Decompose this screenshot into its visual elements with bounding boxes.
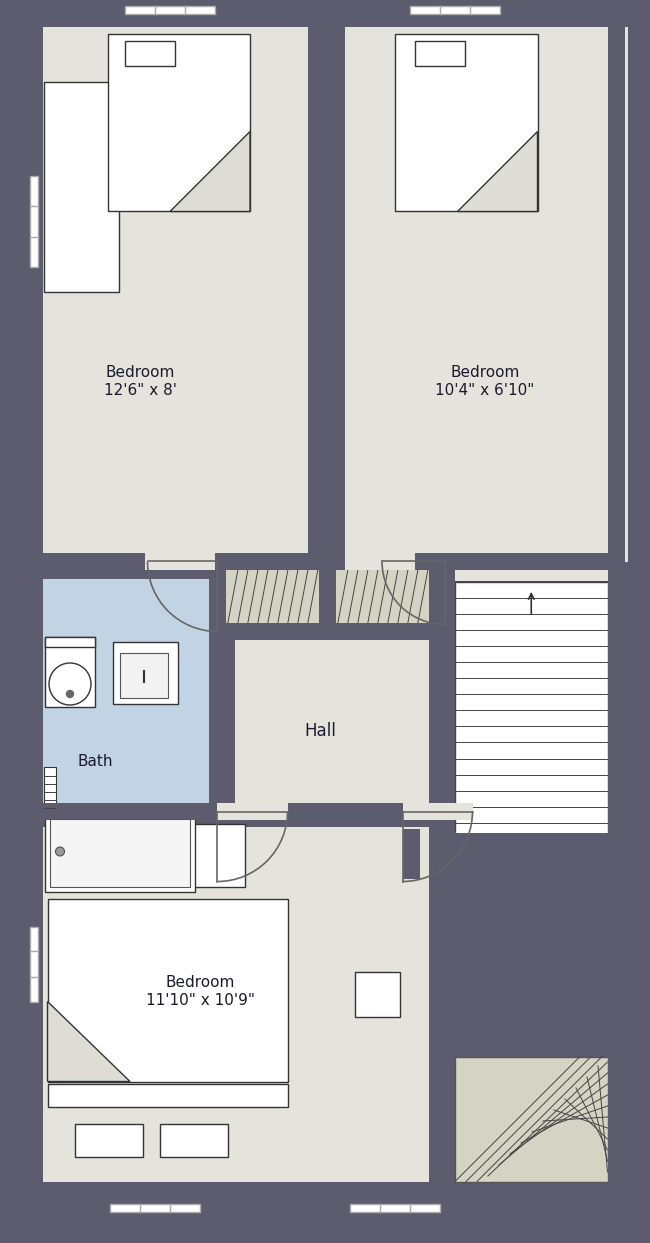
Bar <box>50 819 190 886</box>
Bar <box>235 579 432 812</box>
Bar <box>455 1057 608 1182</box>
Bar <box>42 26 307 562</box>
Bar <box>410 1 500 20</box>
Bar <box>110 1198 200 1217</box>
Bar <box>110 1203 200 1212</box>
Bar <box>31 926 38 1002</box>
Bar <box>120 653 168 697</box>
Bar <box>318 562 336 631</box>
Bar <box>608 1 625 1217</box>
Circle shape <box>55 846 64 856</box>
Text: Bedroom
10'4" x 6'10": Bedroom 10'4" x 6'10" <box>436 365 535 398</box>
Bar <box>25 926 44 1002</box>
Bar <box>125 1 215 20</box>
Bar <box>218 623 328 640</box>
Polygon shape <box>170 132 250 211</box>
Bar <box>355 972 400 1017</box>
Bar <box>415 41 465 66</box>
Bar <box>402 829 420 879</box>
Bar <box>47 899 287 1081</box>
Text: Bath: Bath <box>77 755 112 769</box>
Bar <box>209 562 226 812</box>
Bar <box>25 1 42 1217</box>
Bar <box>25 177 44 266</box>
Bar <box>455 562 625 842</box>
Bar <box>45 636 95 706</box>
Bar <box>42 803 437 820</box>
Bar <box>219 563 326 630</box>
Bar <box>44 767 57 809</box>
Bar <box>42 579 218 812</box>
Bar <box>429 562 447 1182</box>
Bar <box>75 1124 142 1156</box>
Bar <box>160 1124 228 1156</box>
Bar <box>42 827 440 1182</box>
Bar <box>47 1084 287 1106</box>
Polygon shape <box>458 132 538 211</box>
Bar <box>45 814 195 891</box>
Bar <box>65 824 245 886</box>
Bar <box>345 553 415 571</box>
Bar <box>112 641 177 704</box>
Circle shape <box>66 691 73 697</box>
Polygon shape <box>47 1002 130 1081</box>
Bar <box>218 803 287 820</box>
Bar <box>329 563 436 630</box>
Bar <box>25 1199 625 1217</box>
Bar <box>145 553 215 571</box>
Bar <box>25 1 625 19</box>
Text: Bedroom
12'6" x 8': Bedroom 12'6" x 8' <box>103 365 177 398</box>
Bar <box>44 82 119 292</box>
Bar <box>410 6 500 15</box>
Text: Bedroom
11'10" x 10'9": Bedroom 11'10" x 10'9" <box>146 976 255 1008</box>
Bar <box>350 1198 440 1217</box>
Bar <box>436 562 454 842</box>
Bar <box>395 34 538 211</box>
Bar <box>218 623 445 640</box>
Bar <box>455 582 608 839</box>
Bar <box>125 6 215 15</box>
Bar <box>437 833 625 850</box>
Bar <box>209 562 226 631</box>
Bar <box>45 636 95 646</box>
Bar <box>350 1203 440 1212</box>
Bar <box>318 19 336 562</box>
Bar <box>455 1057 625 1182</box>
Bar <box>31 177 38 266</box>
Bar <box>402 803 473 820</box>
Bar <box>42 553 328 571</box>
Bar <box>125 41 175 66</box>
Circle shape <box>49 663 91 705</box>
Bar <box>328 553 625 571</box>
Bar <box>345 26 627 562</box>
Bar <box>107 34 250 211</box>
Text: Hall: Hall <box>304 722 336 741</box>
